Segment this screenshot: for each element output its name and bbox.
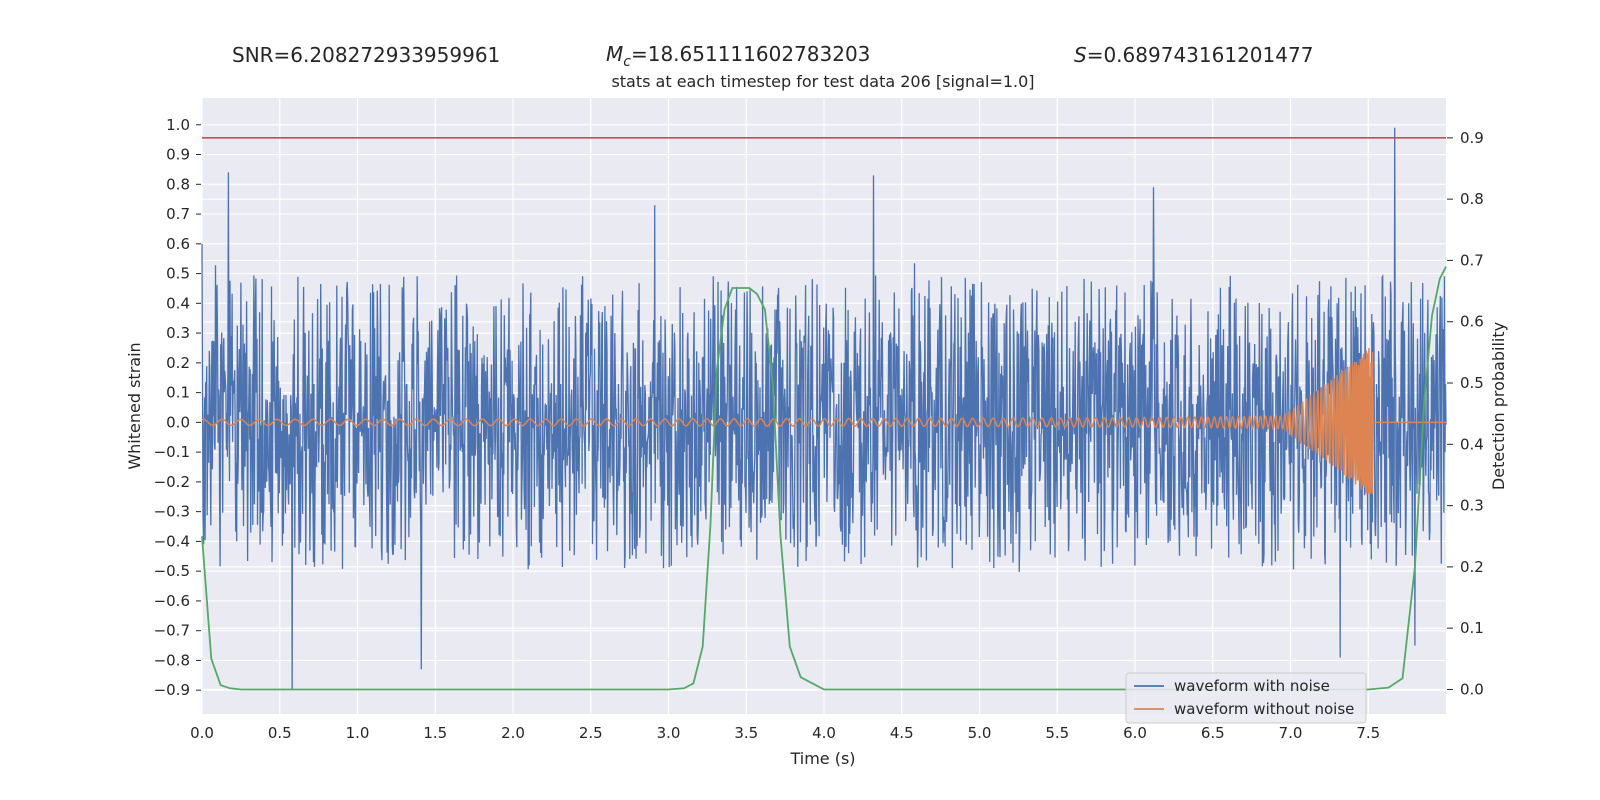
x-tick-label: 3.5 [734,724,758,742]
chirp-mass-stat: Mc=18.651111602783203 [606,42,870,70]
chirp-mass-value: =18.651111602783203 [631,42,870,66]
tick-layer: 0.0 0.5 1.0 1.5 2.0 2.5 3.0 3.5 4.0 4.5 5.0 5.5 6.0 6… [154,116,1484,742]
y-tick-label-left: −0.3 [154,503,190,521]
x-axis-label: Time (s) [789,749,855,768]
y-tick-label-right: 0.0 [1460,680,1484,698]
legend-label-with-noise: waveform with noise [1174,677,1330,695]
y-tick-label-left: −0.8 [154,651,190,669]
s-stat: S=0.689743161201477 [1074,43,1313,67]
y-axis-label-right: Detection probability [1489,322,1508,490]
x-tick-label: 2.0 [501,724,525,742]
y-tick-label-left: −0.1 [154,443,190,461]
s-symbol: S [1074,43,1087,67]
snr-stat: SNR=6.208272933959961 [232,43,500,67]
x-tick-label: 2.5 [579,724,603,742]
series-line-with-noise [201,127,1447,691]
series-layer [201,127,1447,691]
chirp-mass-subscript: c [623,54,631,70]
y-tick-label-right: 0.5 [1460,374,1484,392]
y-tick-label-right: 0.1 [1460,619,1484,637]
chirp-mass-symbol: M [606,42,623,66]
y-tick-label-left: −0.7 [154,622,190,640]
x-tick-label: 4.0 [812,724,836,742]
y-tick-label-right: 0.7 [1460,251,1484,269]
legend-box [1125,672,1367,724]
y-tick-label-left: 0.7 [166,205,190,223]
x-tick-label: 5.5 [1045,724,1069,742]
y-tick-label-left: 0.5 [166,265,190,283]
x-tick-label: 1.0 [346,724,370,742]
x-tick-label: 0.5 [268,724,292,742]
legend-label-without-noise: waveform without noise [1174,700,1354,718]
y-axis-label-left: Whitened strain [125,342,144,469]
x-tick-label: 1.5 [423,724,447,742]
y-tick-label-left: −0.9 [154,681,190,699]
x-tick-label: 7.5 [1356,724,1380,742]
y-tick-label-left: 0.9 [166,146,190,164]
series-line-without-noise [201,348,1446,494]
x-tick-label: 4.5 [890,724,914,742]
x-tick-label: 6.0 [1123,724,1147,742]
y-tick-label-right: 0.4 [1460,435,1484,453]
y-tick-label-left: 0.8 [166,175,190,193]
x-tick-label: 0.0 [190,724,214,742]
y-tick-label-left: 0.3 [166,324,190,342]
chart-title: stats at each timestep for test data 206… [611,72,1034,91]
y-tick-label-left: 0.1 [166,384,190,402]
y-tick-label-right: 0.9 [1460,129,1484,147]
y-tick-label-right: 0.6 [1460,313,1484,331]
y-tick-label-left: 1.0 [166,116,190,134]
x-tick-label: 7.0 [1279,724,1303,742]
y-tick-label-right: 0.3 [1460,497,1484,515]
x-tick-label: 6.5 [1201,724,1225,742]
y-tick-label-left: 0.4 [166,294,190,312]
y-tick-label-left: 0.0 [166,413,190,431]
x-tick-label: 5.0 [968,724,992,742]
y-tick-label-left: −0.6 [154,592,190,610]
y-tick-label-left: −0.2 [154,473,190,491]
y-tick-label-left: 0.2 [166,354,190,372]
s-value: =0.689743161201477 [1087,43,1314,67]
legend: waveform with noise waveform without noi… [1125,672,1367,724]
x-tick-label: 3.0 [657,724,681,742]
y-tick-label-left: 0.6 [166,235,190,253]
y-tick-label-left: −0.5 [154,562,190,580]
y-tick-label-left: −0.4 [154,532,190,550]
series-line-probability [201,266,1447,691]
y-tick-label-right: 0.8 [1460,190,1484,208]
y-tick-label-right: 0.2 [1460,558,1484,576]
